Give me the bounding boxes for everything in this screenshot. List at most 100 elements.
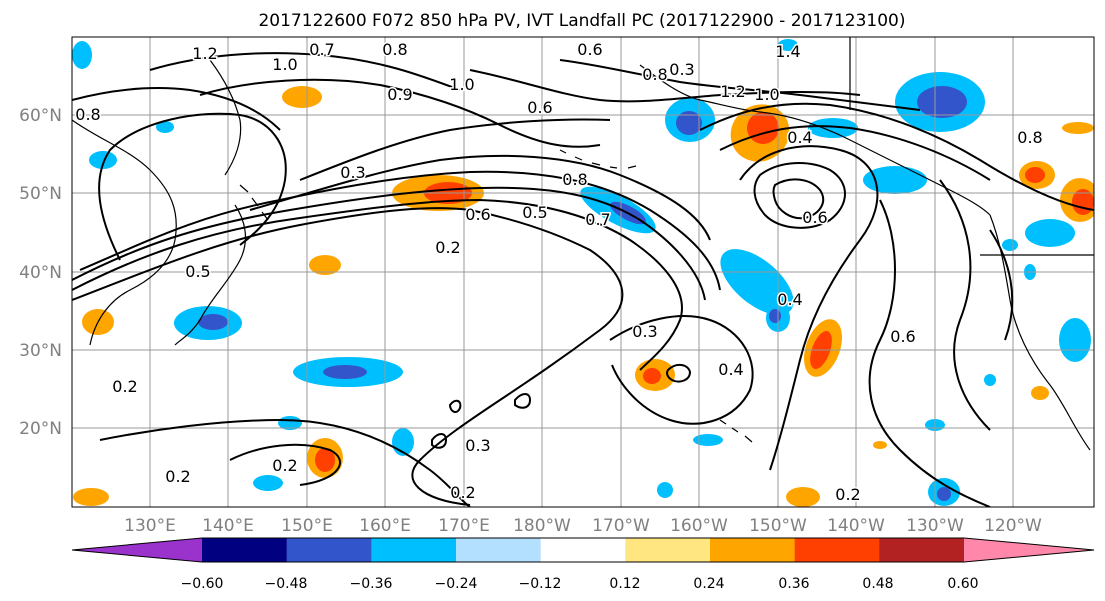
contour-label: 0.6 xyxy=(527,98,552,117)
positive-anomaly-patches xyxy=(73,86,1094,507)
colorbar-segment xyxy=(456,538,542,562)
contour-label: 0.8 xyxy=(642,65,667,84)
contour-line xyxy=(229,443,341,486)
shading-layer xyxy=(72,39,1094,507)
colorbar-segment xyxy=(710,538,796,562)
colorbar-tick-label: 0.60 xyxy=(947,576,978,592)
lat-label: 50°N xyxy=(19,184,62,204)
contour-line xyxy=(666,364,692,383)
alaska-coastline xyxy=(639,64,991,216)
contour-label: 0.8 xyxy=(562,170,587,189)
colorbar-segments xyxy=(71,537,1095,563)
contour-label: 0.8 xyxy=(75,105,100,124)
colorbar-segment xyxy=(794,538,880,562)
colorbar-segment xyxy=(879,538,965,562)
contour-line xyxy=(939,179,991,431)
map-frame xyxy=(71,36,1095,508)
japan-coastline xyxy=(174,204,247,346)
contour-line xyxy=(99,418,471,507)
colorbar-segment xyxy=(540,538,626,562)
contour-line xyxy=(699,102,1094,211)
contour-label: 0.5 xyxy=(522,203,547,222)
contour-label: 1.0 xyxy=(272,55,297,74)
contour-label: 0.2 xyxy=(435,238,460,257)
colorbar-outline xyxy=(71,537,1095,563)
figure-title: 2017122600 F072 850 hPa PV, IVT Landfall… xyxy=(258,11,905,31)
shade-lightblue-patch xyxy=(1059,318,1091,362)
map-content: 1.2 0.7 0.8 1.0 0.6 0.8 1.2 1.4 0.8 0.9 … xyxy=(72,37,1094,507)
shade-red-patch xyxy=(1025,167,1045,183)
contour-label: 1.0 xyxy=(754,85,779,104)
shade-orange-patch xyxy=(73,488,109,506)
contour-label: 0.6 xyxy=(577,40,602,59)
contour-line xyxy=(448,399,462,413)
contour-label: 0.2 xyxy=(835,485,860,504)
contour-line xyxy=(719,125,991,181)
colorbar-tick-label: −0.24 xyxy=(435,576,478,592)
lon-label: 160°E xyxy=(359,516,411,536)
contour-line xyxy=(72,207,624,506)
contour-line xyxy=(989,229,1014,341)
contour-line xyxy=(469,69,861,103)
colorbar-segment xyxy=(202,538,288,562)
graticule xyxy=(72,37,1094,507)
shade-lightblue-patch xyxy=(778,39,798,51)
lat-label: 40°N xyxy=(19,263,62,283)
shade-blue-patch xyxy=(676,111,702,135)
contour-label: 0.3 xyxy=(669,60,694,79)
colorbar: −0.60 −0.48 −0.36 −0.24 −0.12 0.12 0.24 … xyxy=(71,537,1095,592)
colorbar-tick-label: −0.48 xyxy=(265,576,308,592)
lat-label: 60°N xyxy=(19,106,62,126)
lon-label: 180°W xyxy=(513,516,571,536)
contour-line xyxy=(199,78,601,148)
contour-line xyxy=(249,154,711,241)
colorbar-segment xyxy=(625,538,711,562)
colorbar-tick-label: 0.24 xyxy=(693,576,724,592)
shade-blue-patch xyxy=(323,365,367,379)
shade-lightblue-patch xyxy=(984,374,996,386)
contour-label: 0.4 xyxy=(718,360,743,379)
colorbar-segment xyxy=(72,538,202,562)
contour-label: 0.6 xyxy=(890,327,915,346)
contour-line xyxy=(739,145,879,471)
contour-label: 0.8 xyxy=(1017,128,1042,147)
negative-anomaly-patches xyxy=(72,39,1091,506)
contour-line xyxy=(79,170,721,291)
contour-label: 0.3 xyxy=(340,163,365,182)
lon-label: 140°W xyxy=(827,516,885,536)
colorbar-tick-label: 0.48 xyxy=(862,576,893,592)
shade-blue-patch xyxy=(937,487,951,501)
border-line xyxy=(849,37,1094,256)
contour-label-layer: 1.2 0.7 0.8 1.0 0.6 0.8 1.2 1.4 0.8 0.9 … xyxy=(74,39,1044,506)
lon-label: 130°W xyxy=(906,516,964,536)
contour-label: 0.7 xyxy=(309,40,334,59)
hawaii-islands xyxy=(719,419,753,443)
lon-label: 170°E xyxy=(438,516,490,536)
north-america-coastline xyxy=(989,214,1091,451)
contour-label: 1.2 xyxy=(192,44,217,63)
shade-orange-patch xyxy=(282,86,322,108)
lon-label: 150°W xyxy=(749,516,807,536)
shade-lightblue-patch xyxy=(657,482,673,498)
contour-label: 1.0 xyxy=(449,75,474,94)
lon-label: 160°W xyxy=(670,516,728,536)
lon-label: 150°E xyxy=(281,516,333,536)
shade-lightblue-patch xyxy=(693,434,723,446)
contour-label: 0.3 xyxy=(465,436,490,455)
colorbar-tick-label: 0.12 xyxy=(609,576,640,592)
contour-label: 0.6 xyxy=(802,208,827,227)
shade-lightblue-patch xyxy=(89,151,117,169)
contour-label: 0.9 xyxy=(387,85,412,104)
shade-blue-patch xyxy=(769,309,781,323)
colorbar-tick-label: −0.60 xyxy=(181,576,224,592)
shade-lightblue-patch xyxy=(156,121,174,133)
contour-label: 0.4 xyxy=(777,290,802,309)
shade-blue-patch xyxy=(917,86,967,118)
colorbar-tick-labels: −0.60 −0.48 −0.36 −0.24 −0.12 0.12 0.24 … xyxy=(181,576,979,592)
latitude-labels: 60°N 50°N 40°N 30°N 20°N xyxy=(19,106,62,439)
shade-red-patch xyxy=(315,448,335,472)
contour-label: 0.8 xyxy=(382,40,407,59)
shade-blue-patch xyxy=(198,314,228,330)
contour-line xyxy=(559,59,921,111)
contour-label: 0.6 xyxy=(465,205,490,224)
